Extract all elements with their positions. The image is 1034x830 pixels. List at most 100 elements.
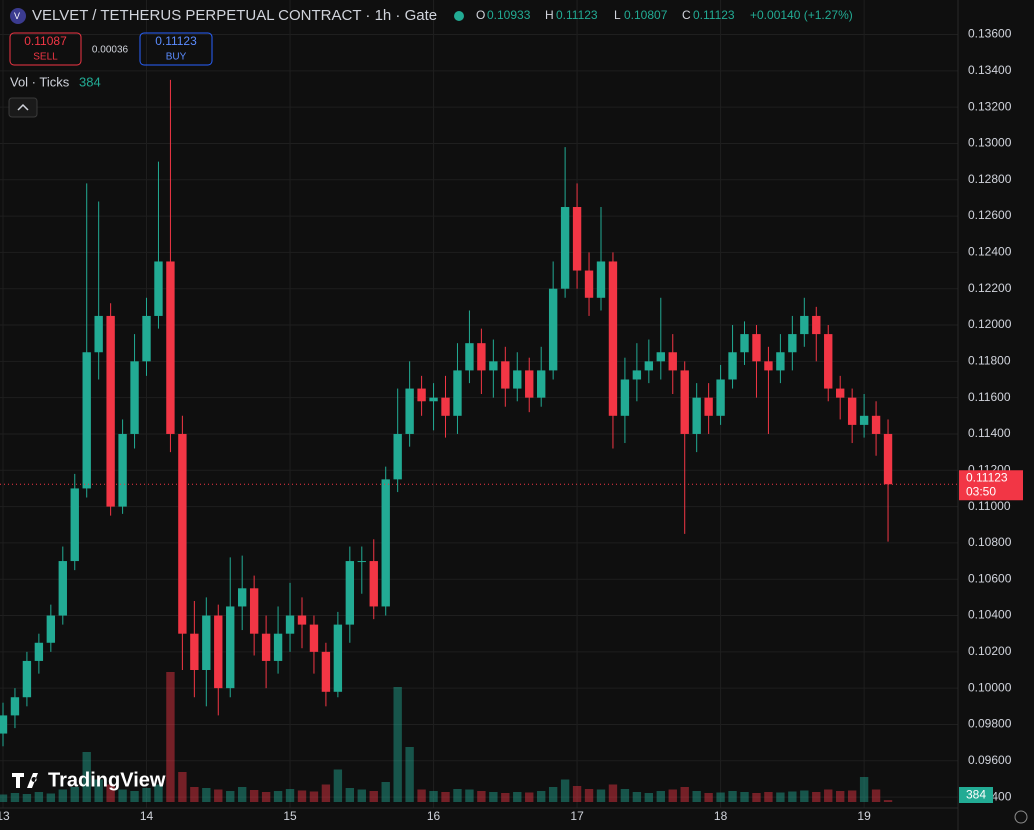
candle-body — [285, 615, 295, 634]
candle-body — [836, 388, 845, 398]
volume-bar — [369, 791, 378, 802]
candle-body — [584, 270, 594, 298]
candle-body — [405, 388, 414, 434]
volume-box — [959, 787, 993, 803]
volume-bar — [130, 791, 139, 802]
volume-bar — [22, 794, 32, 802]
volume-bar — [513, 792, 522, 802]
watermark: TradingView — [48, 769, 166, 791]
candle-body — [871, 415, 881, 434]
y-tick-label: 0.13400 — [968, 63, 1012, 77]
y-tick-label: 0.09800 — [968, 717, 1012, 731]
volume-bar — [584, 789, 594, 802]
volume-bar — [824, 789, 833, 802]
volume-bar — [10, 793, 20, 802]
volume-bar — [871, 789, 881, 802]
candle-body — [632, 370, 642, 380]
o-value: 0.10933 — [487, 8, 531, 22]
sell-price: 0.11087 — [24, 34, 67, 48]
buy-label: BUY — [166, 52, 187, 63]
candle-body — [381, 479, 390, 607]
candle-body — [764, 361, 773, 371]
collapse-button[interactable] — [8, 97, 38, 118]
spread: 0.00036 — [92, 45, 129, 56]
o-label: O — [476, 8, 485, 22]
y-tick-label: 0.12600 — [968, 208, 1012, 222]
candle-body — [548, 288, 558, 371]
volume-bar — [716, 792, 725, 802]
candle-body — [178, 433, 187, 634]
volume-bar — [238, 787, 247, 802]
volume-bar — [441, 792, 450, 802]
y-tick-label: 0.13000 — [968, 136, 1012, 150]
x-tick-label: 18 — [714, 809, 728, 823]
volume-pane — [0, 672, 893, 802]
candle-body — [572, 206, 582, 271]
volume-bar — [764, 792, 773, 802]
y-tick-label: 0.12200 — [968, 281, 1012, 295]
market-status — [454, 11, 464, 21]
candle-body — [489, 361, 498, 371]
candle-body — [716, 379, 725, 416]
candle-body — [824, 334, 833, 389]
buy-button[interactable] — [139, 32, 213, 66]
collapse-icon — [17, 103, 29, 111]
countdown: 03:50 — [966, 484, 996, 498]
h-value: 0.11123 — [556, 8, 598, 22]
h-label: H — [545, 8, 554, 22]
candle-body — [596, 261, 606, 298]
candle-body — [728, 352, 737, 380]
volume-bar — [477, 791, 486, 802]
volume-bar — [560, 779, 570, 802]
candle-body — [154, 261, 163, 316]
volume-bar — [321, 784, 331, 802]
volume-bar — [309, 791, 319, 802]
candle-body — [465, 343, 474, 371]
symbol-icon-glyph: V — [14, 11, 20, 21]
candle-body — [776, 352, 785, 371]
volume-bar — [142, 788, 151, 802]
y-tick-label: 0.11800 — [968, 354, 1011, 368]
sell-button[interactable] — [9, 32, 82, 66]
candle-body — [800, 315, 809, 335]
volume-bar — [465, 789, 474, 802]
volume-bar — [620, 789, 630, 802]
candle-body — [429, 397, 438, 402]
volume-bar — [776, 792, 785, 802]
x-tick-label: 13 — [0, 809, 10, 823]
volume-bar — [345, 788, 355, 802]
volume-bar — [190, 787, 199, 802]
candle-body — [501, 361, 510, 389]
y-tick-label: 0.11000 — [968, 499, 1011, 513]
c-value: 0.11123 — [693, 8, 735, 22]
volume-bar — [548, 787, 558, 802]
volume-bar — [596, 789, 606, 802]
volume-bar — [692, 791, 701, 802]
candle-body — [656, 352, 665, 362]
volume-bar — [249, 790, 259, 802]
candle-body — [525, 370, 534, 398]
volume-bar — [453, 789, 462, 802]
x-tick-label: 15 — [283, 809, 297, 823]
candle-body — [345, 561, 355, 625]
settings-icon[interactable] — [1014, 810, 1028, 824]
volume-bar — [728, 791, 737, 802]
x-tick-label: 14 — [140, 809, 154, 823]
volume-bar — [226, 791, 235, 802]
y-tick-label: 0.13200 — [968, 99, 1012, 113]
volume-bar — [0, 794, 8, 802]
candle-body — [788, 334, 797, 353]
volume-bar — [70, 787, 79, 802]
x-tick-label: 16 — [427, 809, 441, 823]
volume-bar — [154, 784, 163, 802]
tradingview-logo — [12, 773, 38, 788]
y-tick-label: 0.11400 — [968, 426, 1011, 440]
change: +0.00140 (+1.27%) — [750, 8, 853, 22]
candle-body — [477, 343, 486, 371]
candle-body — [417, 388, 426, 402]
volume-bar — [58, 789, 67, 802]
candle-body — [82, 352, 91, 489]
volume-bar — [94, 779, 103, 802]
candle-body — [321, 651, 331, 692]
